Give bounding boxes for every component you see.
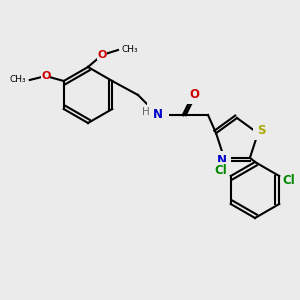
- Text: N: N: [217, 154, 227, 167]
- Text: O: O: [41, 71, 50, 81]
- Text: Cl: Cl: [283, 175, 296, 188]
- Text: S: S: [257, 124, 265, 137]
- Text: N: N: [153, 107, 163, 121]
- Text: O: O: [189, 88, 199, 101]
- Text: O: O: [97, 50, 107, 60]
- Text: CH₃: CH₃: [9, 76, 26, 85]
- Text: H: H: [142, 107, 150, 117]
- Text: Cl: Cl: [214, 164, 227, 178]
- Text: CH₃: CH₃: [122, 46, 139, 55]
